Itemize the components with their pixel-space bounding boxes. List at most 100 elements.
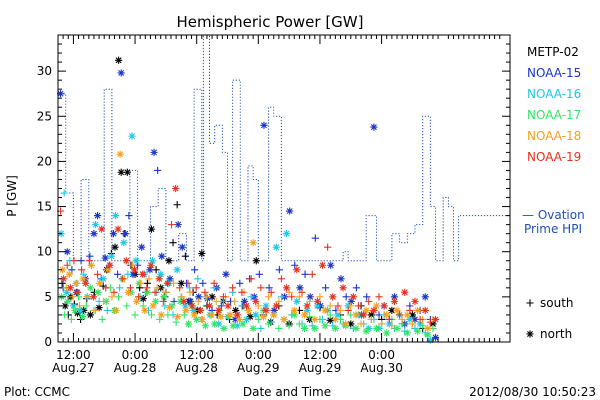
chart-title: Hemispheric Power [GW]	[177, 13, 364, 31]
y-tick-label: 25	[37, 109, 52, 123]
south-point-noaa-16	[103, 306, 111, 314]
south-point-noaa-16	[257, 324, 265, 333]
north-point-noaa-15	[327, 261, 335, 269]
south-point-noaa-17	[306, 313, 314, 321]
north-point-noaa-17	[239, 320, 247, 328]
north-point-noaa-17	[403, 329, 411, 337]
south-point-noaa-17	[123, 302, 131, 310]
south-point-noaa-18	[83, 293, 91, 301]
north-point-noaa-15	[270, 306, 278, 314]
legend-noaa-16: NOAA-16	[527, 87, 581, 101]
north-point-noaa-18	[124, 288, 132, 296]
north-point-noaa-15	[286, 207, 294, 215]
north-point-noaa-15	[90, 230, 98, 238]
south-point-noaa-16	[247, 293, 255, 301]
north-point-noaa-19	[139, 270, 147, 278]
plot-area	[56, 34, 510, 344]
north-point-noaa-18	[226, 311, 234, 319]
north-point-noaa-19	[349, 293, 357, 301]
north-point-noaa-19	[262, 306, 270, 314]
plot-timestamp: 2012/08/30 10:50:23	[469, 385, 596, 399]
north-point-noaa-19	[180, 297, 188, 305]
north-point-metp-02	[111, 243, 119, 251]
south-point-noaa-19	[118, 275, 126, 283]
north-point-noaa-16	[128, 132, 136, 140]
legend-noaa-18: NOAA-18	[527, 129, 581, 143]
north-point-noaa-19	[60, 275, 68, 283]
north-point-noaa-15	[109, 230, 118, 238]
south-point-noaa-15	[255, 270, 263, 278]
north-point-noaa-18	[190, 311, 198, 319]
south-point-noaa-19	[192, 284, 200, 292]
north-point-noaa-18	[174, 313, 182, 321]
south-point-noaa-18	[153, 284, 161, 292]
north-point-noaa-17	[71, 306, 79, 314]
north-point-noaa-15	[146, 266, 154, 274]
north-point-noaa-16	[313, 302, 321, 310]
south-point-noaa-19	[126, 284, 135, 292]
north-point-noaa-15	[129, 270, 137, 278]
south-point-noaa-17	[131, 311, 139, 319]
north-point-noaa-17	[211, 320, 219, 328]
north-point-noaa-17	[86, 284, 94, 292]
south-point-noaa-19	[277, 275, 286, 283]
south-point-noaa-15	[275, 266, 283, 274]
north-point-noaa-18	[352, 311, 360, 319]
north-point-noaa-17	[362, 327, 370, 335]
north-point-noaa-15	[178, 243, 186, 251]
north-point-noaa-18	[372, 302, 381, 310]
south-point-noaa-19	[110, 288, 118, 296]
north-point-noaa-16	[181, 302, 189, 310]
north-point-noaa-17	[151, 297, 160, 305]
south-point-noaa-18	[336, 306, 345, 314]
north-point-metp-02	[408, 311, 417, 319]
legend-metp-02: METP-02	[527, 45, 579, 59]
north-point-noaa-19	[215, 306, 223, 314]
north-point-noaa-18	[198, 315, 206, 324]
north-point-noaa-15	[63, 248, 71, 256]
north-point-metp-02	[388, 306, 396, 314]
south-point-noaa-19	[416, 315, 424, 324]
south-point-noaa-19	[201, 288, 209, 296]
south-point-noaa-18	[264, 293, 273, 301]
north-point-metp-02	[208, 293, 216, 301]
north-point-metp-02	[177, 279, 185, 287]
north-point-noaa-19	[282, 284, 291, 292]
north-point-noaa-19	[106, 261, 114, 269]
south-point-noaa-19	[426, 318, 434, 326]
north-point-noaa-16	[233, 322, 241, 330]
south-point-noaa-19	[324, 243, 332, 251]
north-point-noaa-16	[406, 315, 414, 324]
south-point-noaa-18	[108, 293, 116, 301]
north-point-noaa-15	[158, 252, 166, 260]
south-point-noaa-18	[295, 293, 304, 301]
south-point-noaa-18	[408, 320, 417, 328]
north-point-noaa-19	[233, 311, 241, 319]
north-point-noaa-15	[431, 333, 440, 342]
south-point-noaa-18	[169, 279, 178, 287]
north-point-noaa-17	[64, 297, 72, 305]
north-point-noaa-19	[242, 302, 251, 310]
north-point-noaa-18	[182, 306, 190, 314]
south-point-noaa-18	[377, 320, 386, 328]
north-point-noaa-19	[272, 302, 280, 310]
south-point-noaa-19	[167, 221, 176, 229]
y-axis-label: P [GW]	[5, 175, 19, 217]
north-point-metp-02	[86, 311, 94, 319]
south-point-noaa-17	[285, 322, 293, 330]
north-point-metp-02	[232, 306, 240, 314]
north-point-noaa-19	[224, 302, 232, 310]
legend-symbol-north	[526, 330, 534, 338]
north-point-noaa-19	[98, 225, 106, 233]
north-point-noaa-15	[390, 293, 399, 301]
y-tick-label: 0	[44, 335, 52, 349]
x-tick-date: Aug.28	[175, 361, 218, 375]
south-point-noaa-19	[176, 284, 184, 292]
south-point-noaa-19	[70, 257, 78, 265]
north-point-metp-02	[326, 316, 334, 324]
north-point-noaa-17	[331, 324, 339, 333]
series-noaa-19	[56, 184, 440, 326]
south-point-noaa-19	[354, 302, 363, 310]
south-point-noaa-19	[257, 284, 265, 292]
x-axis-label: Date and Time	[243, 385, 331, 399]
